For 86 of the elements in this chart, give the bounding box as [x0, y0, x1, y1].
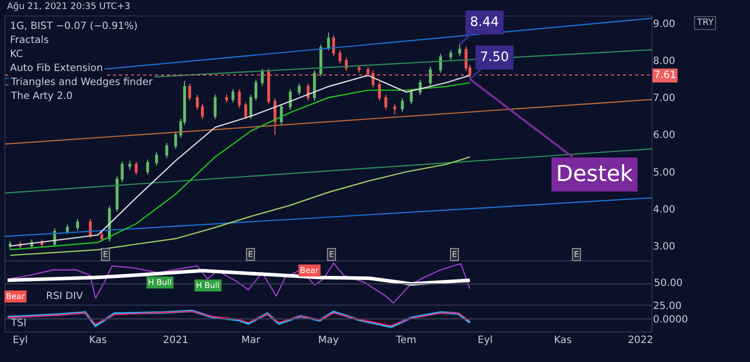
y-tick-label: 6.00 [653, 130, 676, 142]
candlestick [155, 152, 158, 166]
candlestick [439, 53, 442, 74]
candlestick [214, 94, 217, 120]
candlestick [298, 83, 301, 96]
candlestick [88, 218, 92, 238]
candlestick [238, 88, 241, 109]
x-tick-label: Kas [89, 335, 107, 346]
annotation: Triangles and Wedges finder [10, 77, 154, 88]
x-tick-label: Eyl [478, 335, 493, 346]
annotation: Bear [6, 292, 26, 301]
x-tick-label: 2021 [162, 335, 188, 346]
candlestick [327, 32, 330, 52]
candlestick [232, 88, 234, 103]
x-tick-label: Kas [554, 335, 572, 346]
annotation: E [248, 250, 254, 259]
y-tick-label: 4.00 [653, 204, 676, 216]
annotation: RSI DIV [46, 291, 84, 302]
candlestick [188, 83, 192, 102]
candlestick [100, 231, 104, 242]
annotation: TSI [10, 318, 26, 329]
candlestick [378, 81, 381, 102]
x-tick-label: Mar [241, 335, 262, 346]
annotation: E [452, 250, 458, 259]
candlestick [134, 160, 138, 176]
candlestick [165, 142, 168, 159]
annotation: KC [10, 49, 24, 60]
candlestick [116, 176, 119, 212]
candlestick [249, 94, 252, 120]
candlestick [319, 44, 322, 77]
candlestick [254, 79, 258, 102]
y-tick-label: 3.00 [653, 242, 676, 253]
candlestick [120, 160, 124, 183]
candlestick [274, 98, 276, 136]
candlestick [8, 240, 12, 250]
candlestick [393, 103, 396, 115]
annotation: Fractals [10, 35, 49, 46]
candlestick [338, 50, 342, 64]
candlestick [267, 68, 270, 105]
y-tick-label: 7.00 [653, 93, 676, 104]
x-tick-label: Tem [395, 335, 416, 346]
annotation: H Bull [148, 278, 172, 287]
annotation: 7.50 [480, 50, 509, 65]
candlestick [458, 44, 462, 57]
y-tick-label: 0.0000 [653, 314, 688, 326]
candlestick [174, 131, 178, 150]
chart-title: Ağu 21, 2021 20:35 UTC+3 [7, 1, 130, 12]
ref-line-label: 7.61 [654, 70, 676, 81]
y-tick-label: 5.00 [653, 167, 676, 178]
line-series [9, 156, 470, 256]
candlestick [66, 224, 69, 235]
candlestick [366, 66, 370, 77]
annotation: Bear [300, 266, 320, 275]
candlestick [400, 98, 404, 112]
candlestick [200, 103, 204, 120]
text: 50.00 [654, 278, 683, 289]
annotation: E [103, 250, 108, 259]
annotation: Destek [556, 162, 634, 187]
candlestick [313, 70, 316, 102]
candlestick [146, 159, 150, 176]
annotation: E [574, 250, 580, 259]
candlestick [344, 57, 348, 72]
y-axis-title: TRY [696, 18, 714, 28]
candlestick [428, 66, 432, 86]
y-tick-label: 8.00 [653, 56, 676, 68]
y-tick-label: 9.00 [653, 18, 676, 30]
annotation: E [329, 250, 334, 259]
candlestick [225, 94, 228, 103]
x-tick-label: 2022 [628, 335, 654, 346]
candlestick [449, 50, 452, 60]
annotation: Auto Fib Extension [10, 63, 103, 74]
x-tick-label: Eyl [12, 335, 28, 346]
candlestick [76, 218, 80, 231]
annotation: The Arty 2.0 [10, 91, 73, 102]
candlestick [128, 160, 132, 170]
candlestick [260, 68, 264, 86]
annotation: 8.44 [470, 15, 499, 30]
candlestick [280, 103, 283, 126]
candlestick [196, 94, 199, 110]
annotation: H Bull [196, 281, 220, 290]
candlestick [384, 94, 388, 110]
candlestick [332, 34, 336, 57]
candlestick [358, 64, 360, 74]
annotation: 1G, BIST −0.07 (−0.91%) [10, 21, 138, 32]
y-tick-label: 25.00 [653, 301, 682, 312]
x-tick-label: May [318, 335, 339, 346]
